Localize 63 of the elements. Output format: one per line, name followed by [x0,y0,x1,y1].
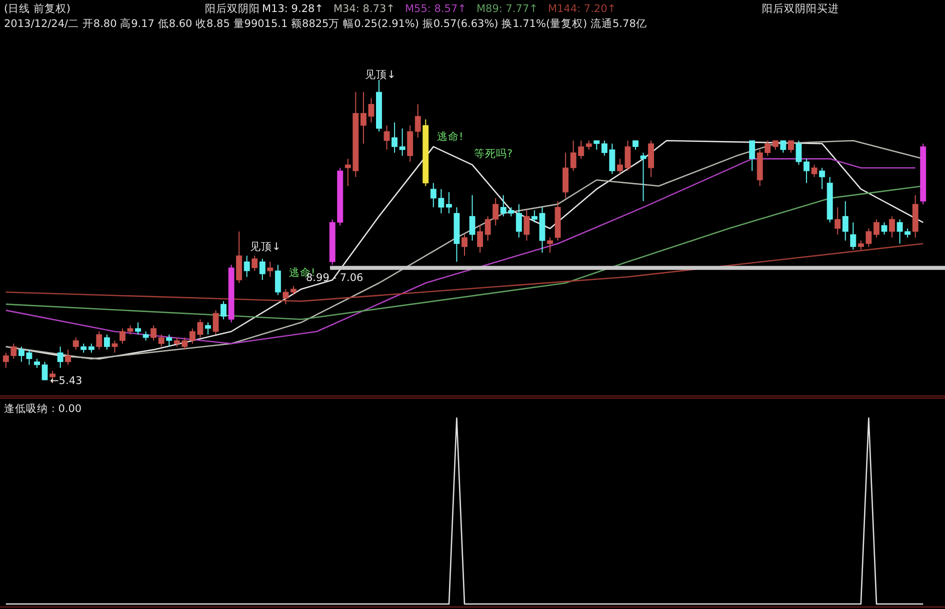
candlestick [788,140,794,154]
candlestick [142,330,149,342]
candlestick [150,324,157,342]
candlestick [112,340,118,354]
candlestick [632,140,638,150]
candlestick [212,310,219,336]
text: 阳后双阴阳 [205,2,260,15]
candlestick [850,222,856,250]
candlestick [244,255,250,278]
annotation: ←5.43 [50,375,82,387]
candlestick [274,264,281,296]
candlestick [462,234,468,256]
text: 阳后双阴阳买进 [762,2,839,15]
candlestick [834,206,841,236]
candlestick [88,343,94,354]
candlestick [516,204,522,238]
candlestick [446,192,452,214]
candlestick [889,216,895,238]
candlestick [399,128,406,156]
candlestick [772,140,778,150]
candlestick [392,122,398,154]
candlestick [57,346,64,368]
text: M55: 8.57↑ [404,3,466,15]
chart-subtitle: 2013/12/24/二 开8.80 高9.17 低8.60 收8.85 量99015.1 额8825万 幅0.25(2.91%) 振0.57(6.63%) 换1.71%(量复权) 流通5.78亿 [4,17,647,30]
candlestick [524,210,530,242]
candlestick [259,258,266,280]
candlestick [220,300,227,320]
candlestick [80,343,87,354]
candlestick [104,334,110,350]
candlestick [874,218,880,238]
text: M144: 7.20↑ [548,3,616,15]
candlestick [72,337,79,350]
candlestick [384,124,390,150]
chart-title: 逢低吸纳 : 0.00 [4,403,82,415]
text: M89: 7.77↑ [476,3,538,15]
candlestick [65,349,72,366]
candlestick [586,140,592,150]
candlestick [158,334,164,348]
candlestick [819,167,826,190]
candlestick [749,140,756,172]
text: M34: 8.73↑ [333,3,395,15]
candlestick [842,200,848,242]
candlestick [267,261,274,278]
chart-title: (日线 前复权) [4,2,71,15]
candlestick [205,322,211,336]
candlestick [135,322,141,336]
text: M13: 9.28↑ [262,3,324,15]
annotation: 见顶↓ [250,241,281,253]
candlestick [811,164,818,178]
candlestick [166,334,172,348]
annotation: 等死吗? [474,148,513,160]
candlestick [594,140,600,150]
annotation: 见顶↓ [365,69,396,81]
candlestick [477,224,484,254]
candlestick [96,330,102,350]
candlestick [881,222,888,236]
candlestick [252,255,258,272]
candlestick [547,237,553,254]
candlestick [640,152,646,202]
annotation: 逃命! [437,130,464,143]
candlestick [469,194,476,242]
candlestick [780,140,786,154]
candlestick [414,104,421,138]
